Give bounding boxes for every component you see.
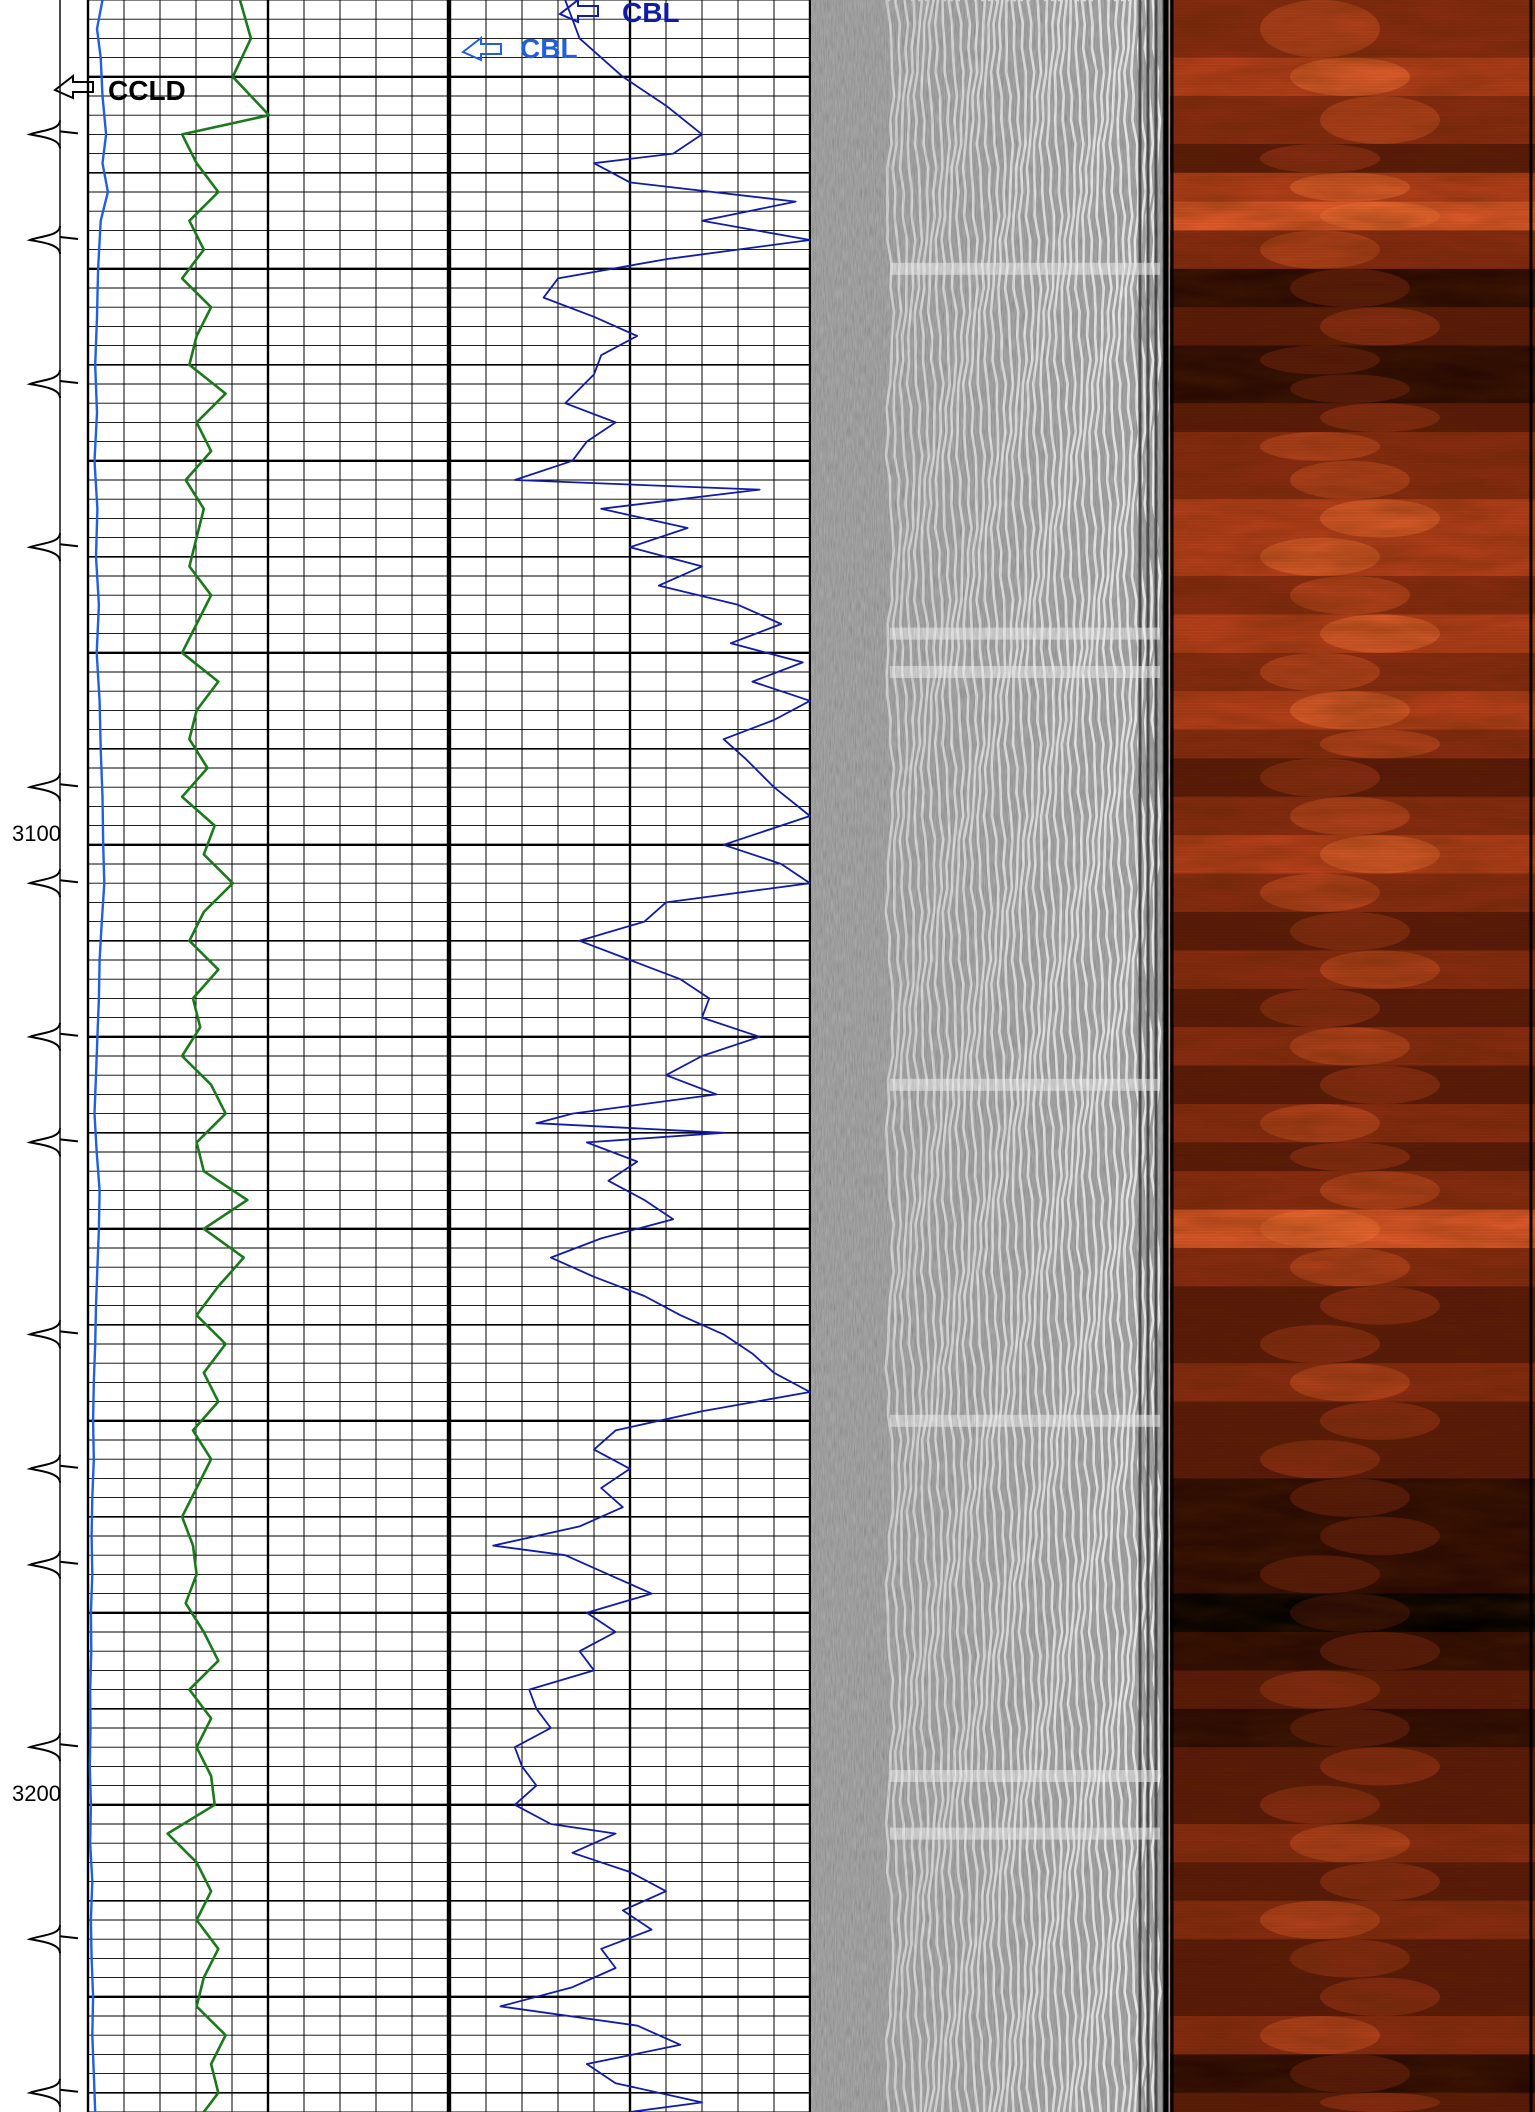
map-texture	[1170, 0, 1535, 2112]
collar-marker	[26, 1454, 79, 1484]
collar-marker	[26, 772, 79, 802]
ccld-label: CCLD	[108, 75, 186, 106]
collar-marker	[26, 225, 79, 255]
ccl-curve	[166, 0, 271, 2112]
collar-marker	[26, 1320, 79, 1349]
cbl-amplified-curve	[492, 0, 811, 2112]
ccld-arrow	[53, 73, 94, 100]
collar-marker	[26, 868, 79, 898]
collar-marker	[26, 2078, 79, 2108]
cbl-amplified-arrow	[558, 0, 599, 24]
collar-marker	[26, 1924, 79, 1954]
cbl-curve	[88, 0, 110, 2112]
cbl-amplified-label: CBL	[622, 0, 680, 28]
collar-marker	[26, 532, 79, 562]
cbl-label: CBL	[520, 33, 578, 64]
depth-label: 3100	[12, 821, 61, 846]
vdl-track	[809, 0, 1170, 2112]
collar-marker	[26, 1128, 79, 1157]
grid	[59, 0, 812, 2112]
collar-marker	[26, 1732, 79, 1762]
depth-label: 3200	[12, 1781, 61, 1806]
collar-marker	[26, 1550, 79, 1580]
labels: 3100 3200 CCLD CBL CBL	[12, 0, 680, 1806]
curves	[26, 0, 811, 2112]
vdl-texture	[810, 0, 1170, 2112]
collar-marker	[26, 1022, 79, 1052]
collar-marker	[26, 369, 79, 399]
cbl-arrow	[461, 35, 502, 62]
bond-map-track	[1170, 0, 1535, 2112]
collar-marker	[26, 120, 79, 149]
